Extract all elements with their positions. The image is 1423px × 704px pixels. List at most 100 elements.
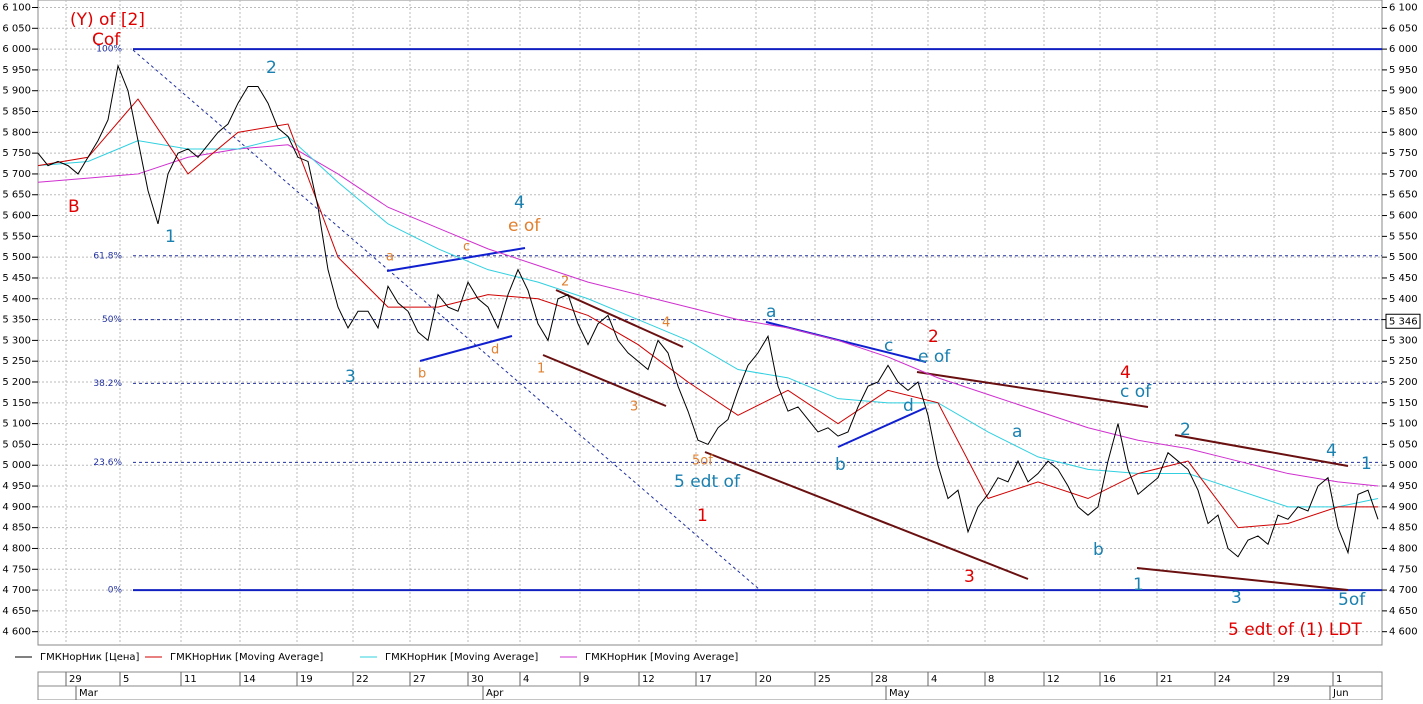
x-tick-label: 4 bbox=[523, 674, 529, 685]
x-tick-label: 12 bbox=[642, 674, 655, 685]
wave-label: 1 bbox=[537, 362, 545, 377]
date-axis-months bbox=[37, 685, 1383, 701]
last-price-box bbox=[1385, 313, 1421, 329]
x-tick-label: 4 bbox=[931, 674, 937, 685]
y-tick-label: 5 950 bbox=[1389, 65, 1418, 76]
plot-area bbox=[37, 0, 1383, 646]
wave-label: 1 bbox=[1133, 575, 1144, 595]
y-tick-label: 4 600 bbox=[2, 627, 31, 638]
y-tick-label: 5 100 bbox=[2, 419, 31, 430]
x-tick-label: 14 bbox=[243, 674, 256, 685]
wave-label: 3 bbox=[345, 367, 356, 387]
wave-label: 2 bbox=[1180, 420, 1191, 440]
y-tick-label: 5 700 bbox=[1389, 169, 1418, 180]
wave-label: 1 bbox=[1361, 454, 1372, 474]
y-tick-label: 5 100 bbox=[1389, 419, 1418, 430]
x-tick-label: 8 bbox=[988, 674, 994, 685]
y-tick-label: 5 800 bbox=[2, 127, 31, 138]
x-tick-label: 27 bbox=[413, 674, 426, 685]
wave-label: 5of bbox=[1338, 590, 1366, 610]
wave-label: d bbox=[491, 343, 499, 358]
y-tick-label: 5 900 bbox=[1389, 86, 1418, 97]
month-label: Mar bbox=[79, 688, 99, 699]
wave-label: b bbox=[835, 455, 846, 475]
x-tick-label: 20 bbox=[759, 674, 772, 685]
legend-label: ГМКНорНик [Moving Average] bbox=[170, 652, 323, 663]
y-tick-label: 4 800 bbox=[1389, 543, 1418, 554]
wave-label: Cof bbox=[92, 30, 121, 50]
y-tick-label: 5 850 bbox=[2, 107, 31, 118]
wave-label: a bbox=[766, 302, 776, 322]
y-tick-label: 5 600 bbox=[1389, 211, 1418, 222]
y-tick-label: 5 450 bbox=[2, 273, 31, 284]
trend-line bbox=[419, 335, 513, 362]
series bbox=[37, 63, 1379, 558]
wave-label: e of bbox=[918, 347, 951, 367]
month-label: Apr bbox=[486, 688, 504, 699]
trend-line bbox=[1136, 567, 1349, 591]
x-tick-label: 17 bbox=[699, 674, 712, 685]
y-tick-label: 5 000 bbox=[1389, 460, 1418, 471]
x-tick-label: 12 bbox=[1047, 674, 1060, 685]
wave-label: 4 bbox=[662, 316, 670, 331]
wave-label: 5 edt of (1) LDT bbox=[1228, 620, 1362, 640]
wave-label: a bbox=[386, 250, 394, 265]
y-tick-label: 4 650 bbox=[1389, 606, 1418, 617]
trend-line bbox=[704, 451, 1029, 580]
legend-label: ГМКНорНик [Цена] bbox=[40, 652, 140, 663]
x-tick-label: 5 bbox=[123, 674, 129, 685]
wave-label: a bbox=[1012, 422, 1022, 442]
level-label: 38.2% bbox=[93, 379, 122, 389]
y-tick-label: 5 850 bbox=[1389, 107, 1418, 118]
y-tick-label: 6 050 bbox=[2, 23, 31, 34]
wave-label: 3 bbox=[630, 400, 638, 415]
y-tick-label: 4 850 bbox=[1389, 523, 1418, 534]
y-tick-label: 4 750 bbox=[1389, 564, 1418, 575]
wave-label: 2 bbox=[928, 327, 939, 347]
x-tick-label: 22 bbox=[356, 674, 369, 685]
month-label: Jun bbox=[1332, 688, 1349, 699]
wave-label: 2 bbox=[266, 58, 277, 78]
wave-label: b bbox=[1093, 540, 1104, 560]
wave-label: 4 bbox=[1326, 441, 1337, 461]
x-tick-label: 16 bbox=[1103, 674, 1116, 685]
y-tick-label: 4 600 bbox=[1389, 627, 1418, 638]
trend-line bbox=[386, 247, 526, 272]
y-tick-label: 4 750 bbox=[2, 564, 31, 575]
y-tick-label: 5 700 bbox=[2, 169, 31, 180]
x-tick-label: 29 bbox=[69, 674, 82, 685]
y-tick-label: 6 000 bbox=[2, 44, 31, 55]
y-tick-label: 5 400 bbox=[1389, 294, 1418, 305]
wave-label: c bbox=[884, 336, 893, 356]
legend-label: ГМКНорНик [Moving Average] bbox=[385, 652, 538, 663]
x-tick-label: 28 bbox=[875, 674, 888, 685]
y-tick-label: 5 800 bbox=[1389, 127, 1418, 138]
trend-line bbox=[1174, 434, 1349, 467]
y-tick-label: 4 950 bbox=[2, 481, 31, 492]
y-tick-label: 5 050 bbox=[2, 439, 31, 450]
y-tick-label: 5 050 bbox=[1389, 439, 1418, 450]
x-tick-label: 29 bbox=[1277, 674, 1290, 685]
level-label: 100% bbox=[96, 45, 122, 55]
trend-lines bbox=[132, 49, 1349, 591]
trend-line bbox=[542, 354, 667, 407]
moving-average bbox=[37, 135, 1379, 508]
y-tick-label: 5 650 bbox=[2, 190, 31, 201]
wave-label: 3 bbox=[964, 567, 975, 587]
annotations: (Y) of [2]Cof B 1 2 3 4 e of a c b d 1 2 3 4 5of 5 edt o… bbox=[68, 10, 1372, 640]
wave-label: 1 bbox=[165, 227, 176, 247]
y-tick-label: 5 650 bbox=[1389, 190, 1418, 201]
y-tick-label: 4 700 bbox=[2, 585, 31, 596]
y-tick-label: 5 950 bbox=[2, 65, 31, 76]
y-tick-label: 5 250 bbox=[2, 356, 31, 367]
x-tick-label: 25 bbox=[818, 674, 831, 685]
y-tick-label: 4 700 bbox=[1389, 585, 1418, 596]
y-tick-label: 5 200 bbox=[2, 377, 31, 388]
y-tick-label: 5 300 bbox=[2, 335, 31, 346]
y-tick-label: 5 900 bbox=[2, 86, 31, 97]
trend-line bbox=[916, 371, 1149, 408]
level-label: 61.8% bbox=[93, 251, 122, 261]
y-tick-label: 5 550 bbox=[1389, 231, 1418, 242]
level-label: 50% bbox=[102, 315, 122, 325]
